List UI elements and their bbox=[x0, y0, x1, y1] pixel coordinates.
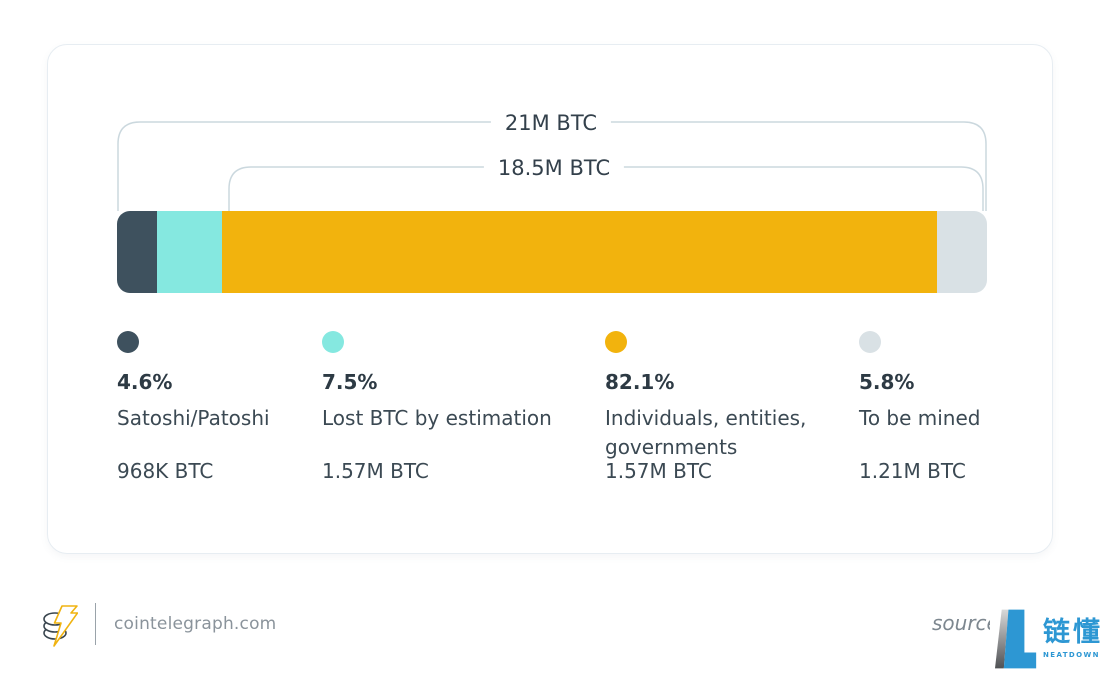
source-label: source bbox=[932, 611, 999, 635]
watermark: 链懂 NEATDOWN.COM bbox=[990, 593, 1100, 684]
legend-percent: 7.5% bbox=[322, 370, 378, 394]
legend-label: Individuals, entities, governments bbox=[605, 406, 807, 459]
brand-url: cointelegraph.com bbox=[114, 614, 277, 634]
legend-percent: 4.6% bbox=[117, 370, 173, 394]
legend-percent: 82.1% bbox=[605, 370, 675, 394]
cointelegraph-logo-icon bbox=[43, 605, 78, 647]
legend-amount: 1.57M BTC bbox=[322, 459, 429, 483]
legend-item-individuals: 82.1% Individuals, entities, governments… bbox=[605, 331, 817, 506]
legend-amount: 1.57M BTC bbox=[605, 459, 712, 483]
legend-dot-individuals bbox=[605, 331, 627, 353]
bar-segment-to-be-mined bbox=[936, 211, 987, 293]
bracket-label-21m: 21M BTC bbox=[490, 109, 612, 137]
neatdown-logo-icon bbox=[995, 609, 1037, 668]
legend-label: To be mined bbox=[859, 406, 981, 430]
legend-amount: 968K BTC bbox=[117, 459, 214, 483]
bracket-label-185m: 18.5M BTC bbox=[483, 154, 625, 182]
watermark-text: 链懂 NEATDOWN.COM bbox=[1043, 617, 1100, 660]
legend-percent: 5.8% bbox=[859, 370, 915, 394]
bar-segment-lost bbox=[157, 211, 223, 293]
legend-label: Lost BTC by estimation bbox=[322, 406, 552, 430]
legend-item-to-be-mined: 5.8% To be mined 1.21M BTC bbox=[859, 331, 1039, 506]
watermark-site-text: NEATDOWN.COM bbox=[1043, 651, 1100, 659]
footer-divider bbox=[95, 603, 96, 645]
legend-dot-to-be-mined bbox=[859, 331, 881, 353]
stacked-bar bbox=[117, 211, 987, 293]
bar-segment-individuals bbox=[222, 211, 937, 293]
legend-label: Satoshi/Patoshi bbox=[117, 406, 270, 430]
legend-item-satoshi: 4.6% Satoshi/Patoshi 968K BTC bbox=[117, 331, 307, 506]
legend-amount: 1.21M BTC bbox=[859, 459, 966, 483]
bar-segment-satoshi bbox=[117, 211, 157, 293]
legend-item-lost: 7.5% Lost BTC by estimation 1.57M BTC bbox=[322, 331, 587, 506]
chart-card: 21M BTC 18.5M BTC 4.6% Satoshi/Patoshi 9… bbox=[47, 44, 1053, 554]
legend-dot-lost bbox=[322, 331, 344, 353]
legend-dot-satoshi bbox=[117, 331, 139, 353]
footer-brand: cointelegraph.com bbox=[42, 599, 276, 649]
watermark-cn-text: 链懂 bbox=[1043, 617, 1100, 648]
